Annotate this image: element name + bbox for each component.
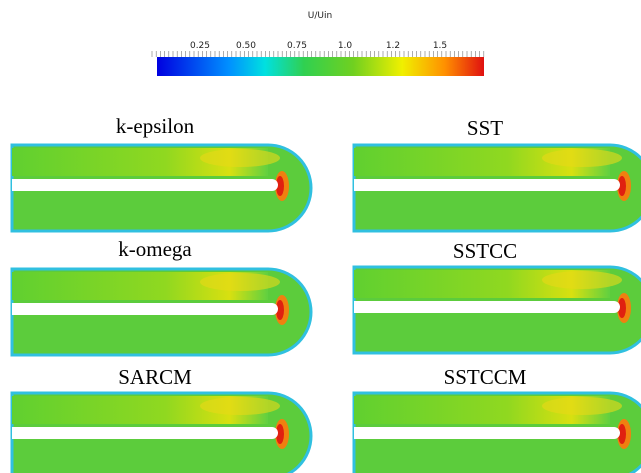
tick-label: 1.0 xyxy=(338,41,353,51)
contour-plot xyxy=(12,393,311,473)
tick-label: 1.2 xyxy=(386,41,400,51)
tick-label: 0.50 xyxy=(236,41,256,51)
panel-label: SARCM xyxy=(118,365,192,389)
contour-plot xyxy=(354,393,641,473)
colorbar-title: U/Uin xyxy=(308,11,332,21)
colorbar-ticks: 0.25 0.50 0.75 1.0 1.2 1.5 xyxy=(152,41,484,57)
tick-label: 0.25 xyxy=(190,41,210,51)
tick-label: 0.75 xyxy=(287,41,307,51)
panel-label: SSTCCM xyxy=(444,365,527,389)
contour-plot xyxy=(354,267,641,353)
contour-plot xyxy=(12,269,311,355)
colorbar xyxy=(157,57,484,76)
contour-plot xyxy=(12,145,311,231)
panel-label: SSTCC xyxy=(453,239,517,263)
figure: U/Uin 0.25 0.50 0.75 1.0 1.2 1.5 k-epsilon SST… xyxy=(0,0,641,473)
tick-label: 1.5 xyxy=(433,41,447,51)
contour-plot xyxy=(354,145,641,231)
panel-label: SST xyxy=(467,116,503,140)
panel-label: k-omega xyxy=(118,237,192,261)
panel-label: k-epsilon xyxy=(116,114,195,138)
